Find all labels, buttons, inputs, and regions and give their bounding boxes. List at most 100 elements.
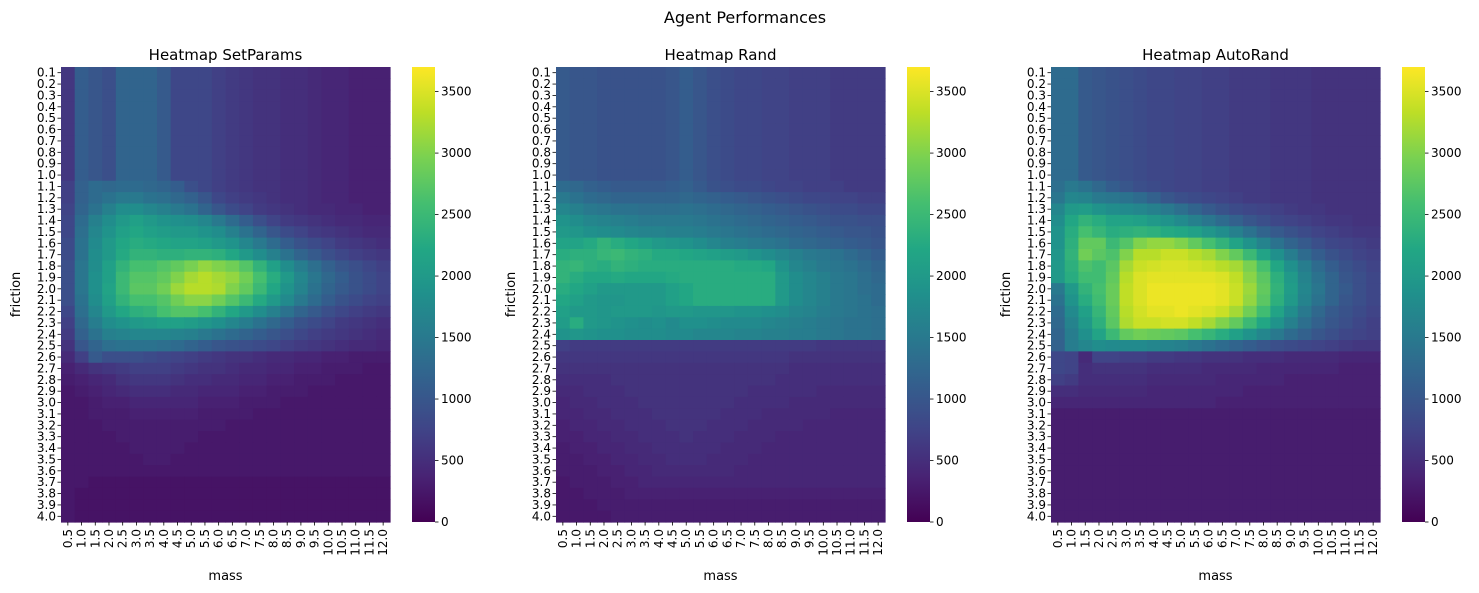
x-tick-label: 3.5 (1133, 529, 1147, 548)
heatmap-cell (665, 180, 680, 193)
y-tick-label: 2.5 (532, 339, 551, 353)
heatmap-cell (1311, 123, 1326, 136)
heatmap-cell (61, 328, 76, 341)
heatmap-cell (1146, 385, 1162, 398)
heatmap-cell (252, 89, 268, 102)
heatmap-cell (280, 192, 295, 205)
heatmap-cell (830, 328, 845, 341)
heatmap-cell (583, 260, 598, 273)
heatmap-cell (335, 271, 350, 284)
heatmap-cell (693, 476, 708, 489)
heatmap-cell (1215, 431, 1230, 443)
heatmap-cell (720, 146, 735, 159)
heatmap-cell (1092, 328, 1107, 341)
heatmap-cell (1256, 499, 1271, 512)
heatmap-cell (775, 203, 790, 216)
heatmap-cell (693, 101, 708, 114)
heatmap-cell (802, 226, 818, 239)
heatmap-cell (156, 249, 172, 261)
heatmap-cell (198, 396, 213, 409)
heatmap-cell (1229, 374, 1244, 387)
heatmap-cell (638, 226, 653, 239)
heatmap-cell (1256, 362, 1271, 375)
heatmap-cell (335, 294, 350, 307)
heatmap-cell (1119, 180, 1134, 193)
heatmap-cell (1311, 260, 1326, 273)
heatmap-cell (1325, 101, 1340, 114)
heatmap-cell (239, 487, 254, 500)
heatmap-cell (156, 180, 172, 193)
heatmap-cell (376, 396, 391, 409)
heatmap-cell (225, 362, 240, 375)
heatmap-cell (1325, 453, 1340, 466)
heatmap-cell (1366, 283, 1381, 296)
heatmap-cell (211, 180, 227, 193)
heatmap-cell (830, 158, 845, 170)
heatmap-cell (143, 283, 158, 296)
heatmap-cell (1270, 328, 1285, 341)
heatmap-cell (1174, 67, 1189, 79)
colorbar-tick-label: 3000 (1431, 146, 1462, 160)
heatmap-cell (115, 362, 131, 375)
heatmap-cell (348, 487, 364, 500)
heatmap-cell (61, 146, 76, 159)
heatmap-cell (376, 328, 391, 341)
x-tick-label: 8.0 (761, 529, 775, 548)
heatmap-cell (816, 180, 831, 193)
heatmap-cell (88, 499, 103, 512)
heatmap-cell (1146, 169, 1162, 182)
heatmap-cell (1242, 487, 1258, 500)
heatmap-cell (816, 260, 831, 273)
heatmap-cell (830, 180, 845, 193)
heatmap-cell (1229, 476, 1244, 489)
heatmap-cell (1352, 385, 1367, 398)
heatmap-cell (802, 67, 818, 79)
heatmap-cell (129, 487, 144, 500)
heatmap-cell (679, 237, 694, 250)
heatmap-cell (1325, 317, 1340, 330)
heatmap-cell (74, 499, 90, 512)
heatmap-cell (693, 465, 708, 478)
heatmap-cell (74, 305, 90, 318)
heatmap-cell (115, 408, 131, 421)
heatmap-cell (1119, 294, 1134, 307)
heatmap-cell (129, 362, 144, 375)
heatmap-cell (802, 419, 818, 432)
heatmap-cell (88, 305, 103, 318)
heatmap-cell (610, 408, 626, 421)
heatmap-cell (376, 431, 391, 443)
heatmap-cell (266, 408, 281, 421)
heatmap-cell (61, 192, 76, 205)
heatmap-cell (1242, 135, 1258, 148)
heatmap-cell (665, 442, 680, 455)
heatmap-cell (871, 465, 886, 478)
heatmap-cell (775, 362, 790, 375)
heatmap-cell (61, 237, 76, 250)
heatmap-cell (156, 203, 172, 216)
heatmap-cell (583, 158, 598, 170)
x-tick-label: 3.0 (624, 529, 638, 548)
heatmap-cell (115, 203, 131, 216)
heatmap-cell (1105, 340, 1121, 352)
heatmap-cell (830, 78, 845, 91)
heatmap-cell (321, 237, 336, 250)
heatmap-cell (61, 283, 76, 296)
heatmap-cell (789, 465, 804, 478)
heatmap-cell (830, 237, 845, 250)
heatmap-cell (610, 510, 626, 523)
heatmap-cell (1064, 419, 1080, 432)
y-tick-label: 2.2 (37, 305, 56, 319)
heatmap-cell (857, 101, 872, 114)
heatmap-cell (1051, 226, 1066, 239)
heatmap-cell (583, 305, 598, 318)
heatmap-cell (816, 203, 831, 216)
heatmap-cell (335, 101, 350, 114)
heatmap-cell (556, 158, 571, 170)
heatmap-cell (225, 203, 240, 216)
heatmap-cell (1242, 328, 1258, 341)
heatmap-cell (1297, 328, 1313, 341)
heatmap-cell (816, 169, 831, 182)
heatmap-cell (184, 362, 199, 375)
heatmap-cell (775, 351, 790, 364)
heatmap-cell (1325, 158, 1340, 170)
